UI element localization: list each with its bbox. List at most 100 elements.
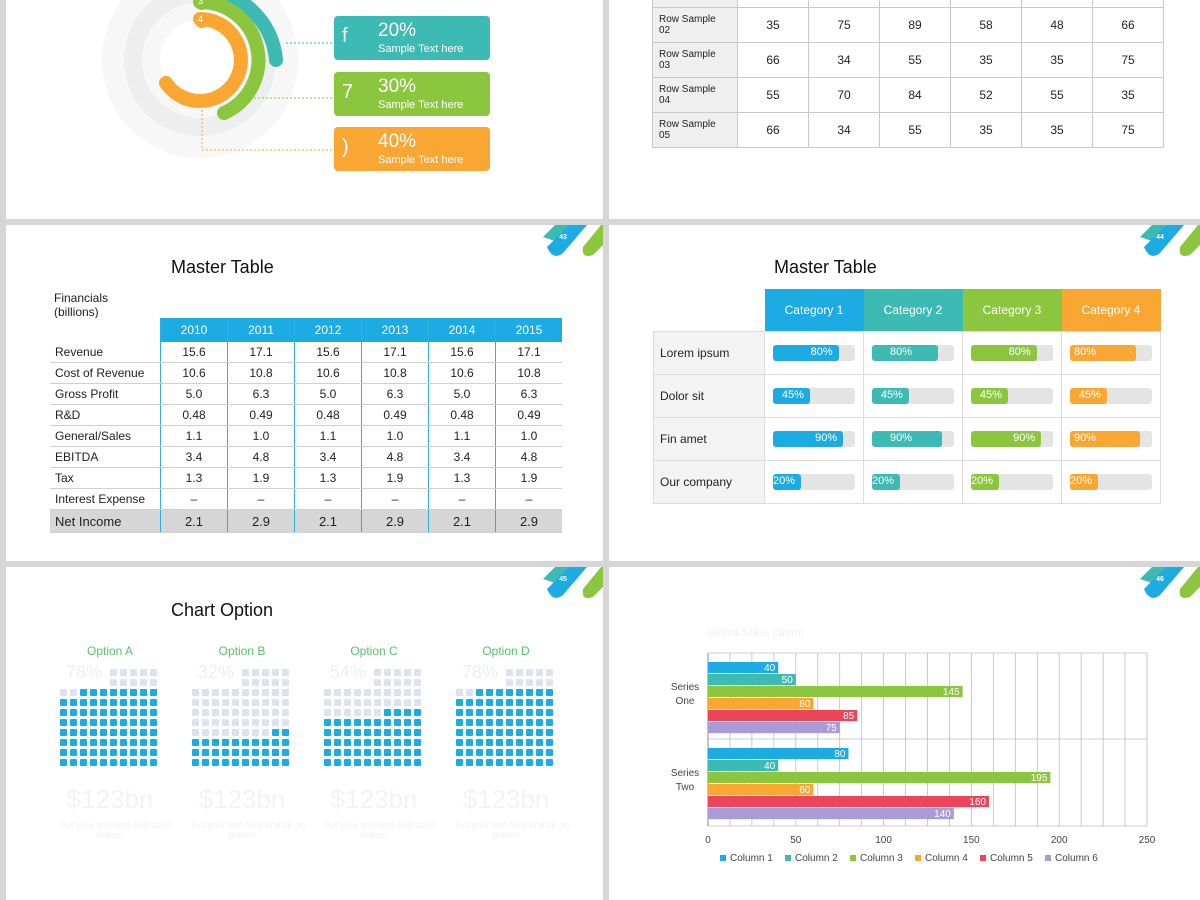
option-card[interactable]: Option B 32% $123bn Put your text here and … bbox=[192, 644, 305, 840]
waffle-square bbox=[334, 749, 341, 756]
waffle-square bbox=[282, 679, 289, 686]
table-cell: 55 bbox=[879, 42, 951, 78]
slide-ring-chart[interactable]: 3 4 f 20% Sample Text here 7 30% Sample … bbox=[6, 0, 603, 219]
waffle-square bbox=[506, 729, 513, 736]
waffle-square bbox=[252, 729, 259, 736]
progress-bar: 45% bbox=[971, 388, 1053, 404]
progress-cell: 80% bbox=[962, 331, 1062, 375]
progress-fill bbox=[773, 345, 839, 361]
waffle-square bbox=[242, 679, 249, 686]
option-percent: 78% bbox=[66, 662, 103, 682]
option-card[interactable]: Option D 78% $123bn Put your text here and … bbox=[456, 644, 569, 840]
ring-arc-orange bbox=[159, 12, 248, 108]
waffle-square bbox=[252, 679, 259, 686]
waffle-square bbox=[60, 759, 67, 766]
option-card[interactable]: Option A 78% $123bn Put your text here and … bbox=[60, 644, 173, 840]
row-label: Interest Expense bbox=[50, 488, 161, 510]
total-row: Net Income 2.1 2.9 2.1 2.9 2.1 2.9 bbox=[50, 509, 562, 533]
table-row: R&D 0.48 0.49 0.48 0.49 0.48 0.49 bbox=[50, 404, 562, 426]
x-tick-label: 150 bbox=[963, 835, 980, 846]
waffle-square bbox=[516, 759, 523, 766]
waffle-square bbox=[526, 739, 533, 746]
slide-sample-table[interactable]: Row Sample01408075456654Row Sample023575… bbox=[609, 0, 1200, 219]
pill-subtext: Sample Text here bbox=[378, 154, 464, 166]
waffle-square bbox=[354, 699, 361, 706]
waffle-square bbox=[90, 699, 97, 706]
option-title: Option B bbox=[218, 644, 266, 658]
waffle-square bbox=[516, 739, 523, 746]
waffle-square bbox=[272, 689, 279, 696]
waffle-square bbox=[466, 699, 473, 706]
waffle-square bbox=[394, 709, 401, 716]
waffle-square bbox=[242, 749, 249, 756]
waffle-square bbox=[242, 699, 249, 706]
waffle-square bbox=[252, 699, 259, 706]
table-cell: 10.6 bbox=[428, 362, 496, 384]
waffle-square bbox=[262, 729, 269, 736]
bar-column-4 bbox=[708, 698, 814, 710]
waffle-square bbox=[120, 689, 127, 696]
waffle-square bbox=[272, 679, 279, 686]
waffle-square bbox=[140, 669, 147, 676]
waffle-square bbox=[202, 689, 209, 696]
waffle-square bbox=[404, 729, 411, 736]
waffle-square bbox=[252, 749, 259, 756]
waffle-square bbox=[506, 669, 513, 676]
waffle-square bbox=[496, 739, 503, 746]
table-cell: – bbox=[294, 488, 362, 510]
data-label: 75 bbox=[826, 723, 838, 734]
legend-label: Column 2 bbox=[795, 853, 838, 864]
waffle-square bbox=[282, 739, 289, 746]
waffle-square bbox=[394, 669, 401, 676]
waffle-square bbox=[110, 699, 117, 706]
waffle-square bbox=[130, 699, 137, 706]
progress-label: 45% bbox=[781, 389, 804, 401]
waffle-square bbox=[364, 749, 371, 756]
slide-chart-option[interactable]: 45 Chart Option Option A 78% $123bn Put you… bbox=[6, 567, 603, 900]
bar-column-2 bbox=[708, 760, 779, 772]
slide-master-table-categories[interactable]: 44 Master Table Category 1 Category 2 Cate… bbox=[609, 225, 1200, 561]
waffle-square bbox=[232, 739, 239, 746]
waffle-square bbox=[456, 719, 463, 726]
bar-column-4 bbox=[708, 784, 814, 796]
slide-bar-chart[interactable]: 46 Global Sales ($mm) 0 50 100 150 200 250 40 8… bbox=[609, 567, 1200, 900]
table-cell: 35 bbox=[1021, 112, 1093, 148]
waffle-square bbox=[272, 699, 279, 706]
table-cell: 2.9 bbox=[495, 509, 562, 533]
corner-badge bbox=[1140, 225, 1200, 256]
waffle-square bbox=[202, 699, 209, 706]
bar-column-5 bbox=[708, 796, 989, 808]
waffle-square bbox=[334, 699, 341, 706]
waffle-square bbox=[364, 699, 371, 706]
waffle-square bbox=[282, 699, 289, 706]
waffle-square bbox=[374, 689, 381, 696]
table-cell: 75 bbox=[808, 7, 880, 43]
header-blank bbox=[50, 318, 161, 342]
row-label-number: 01 bbox=[659, 0, 737, 1]
table-cell: 0.49 bbox=[227, 404, 295, 426]
waffle-square bbox=[282, 689, 289, 696]
info-pill-40[interactable]: ) 40% Sample Text here bbox=[334, 127, 490, 171]
info-pill-30[interactable]: 7 30% Sample Text here bbox=[334, 72, 490, 116]
table-cell: 3.4 bbox=[160, 446, 228, 468]
slide-master-table-financials[interactable]: 43 Master Table Financials (billions) 20… bbox=[6, 225, 603, 561]
corner-badge bbox=[543, 567, 603, 598]
waffle-square bbox=[222, 709, 229, 716]
row-label: Gross Profit bbox=[50, 383, 161, 405]
category-label: Series One bbox=[670, 682, 700, 707]
info-pill-20[interactable]: f 20% Sample Text here bbox=[334, 16, 490, 60]
waffle-square bbox=[192, 739, 199, 746]
table-row: Our company 20% 20% 20% 20% bbox=[653, 460, 1161, 504]
table-cell: 1.1 bbox=[428, 425, 496, 447]
progress-cell: 80% bbox=[863, 331, 963, 375]
waffle-square bbox=[202, 709, 209, 716]
progress-label: 20% bbox=[971, 475, 994, 487]
waffle-square bbox=[414, 689, 421, 696]
year-header: 2012 bbox=[294, 318, 362, 342]
option-card[interactable]: Option C 54% $123bn Put your text here and … bbox=[324, 644, 437, 840]
progress-cell: 80% bbox=[1061, 331, 1161, 375]
waffle-square bbox=[384, 759, 391, 766]
waffle-square bbox=[334, 709, 341, 716]
legend-label: Column 6 bbox=[1055, 853, 1098, 864]
row-label: Row Sample 05 bbox=[652, 112, 738, 148]
